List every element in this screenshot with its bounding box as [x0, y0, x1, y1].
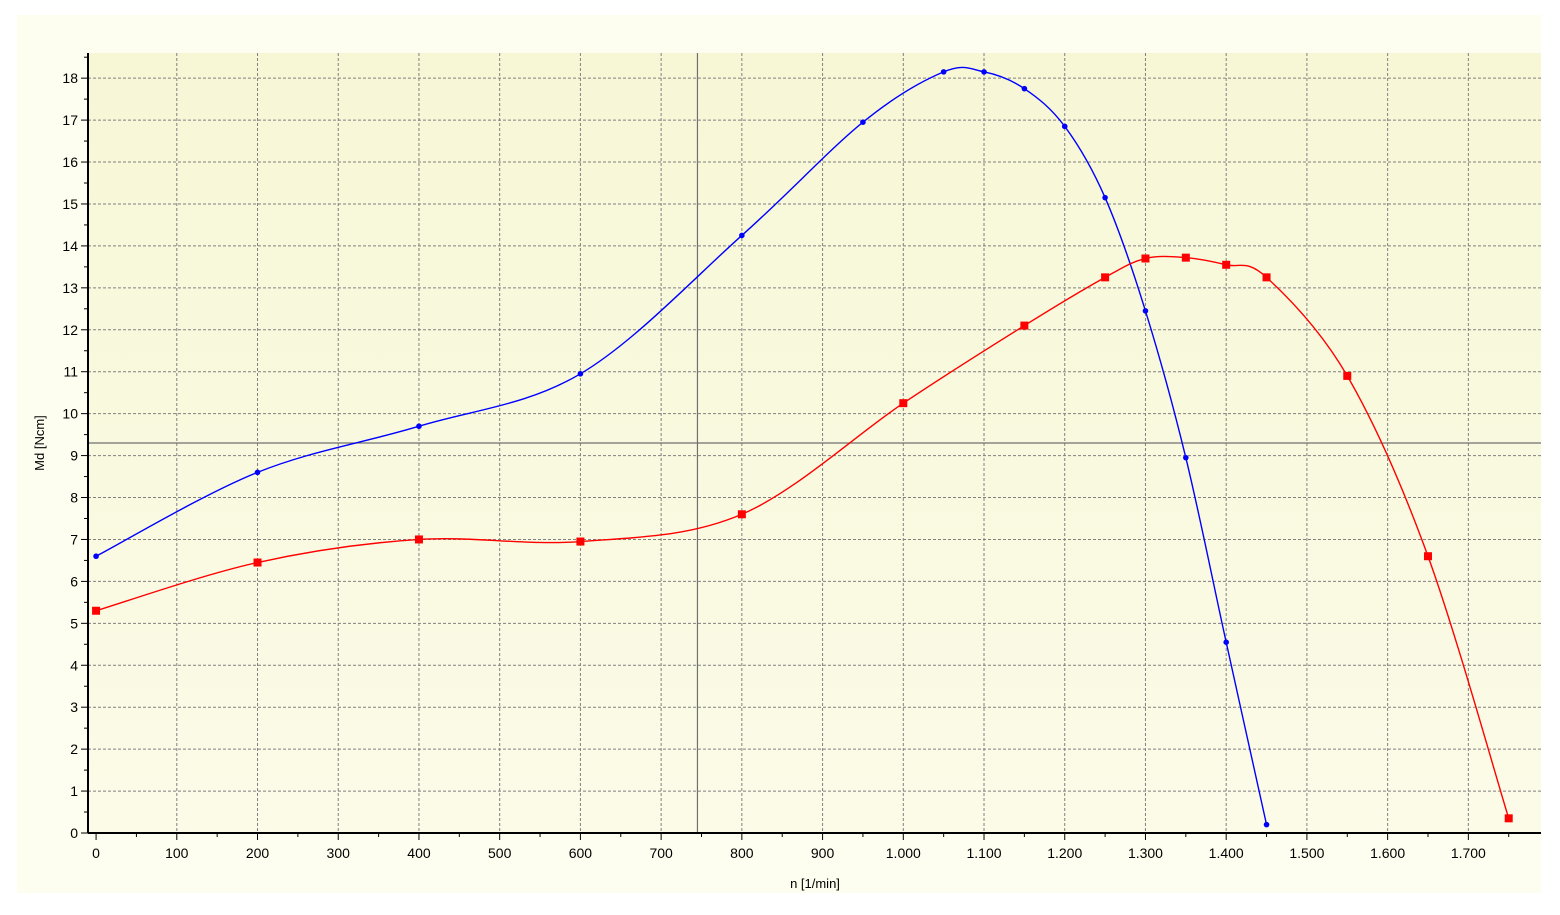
y-tick-label: 2	[70, 741, 78, 757]
y-tick-label: 1	[70, 783, 78, 799]
crosshair[interactable]	[88, 53, 1541, 833]
data-point	[1223, 639, 1229, 645]
x-tick-label: 300	[327, 845, 351, 861]
x-tick-label: 900	[811, 845, 835, 861]
y-tick-label: 16	[62, 154, 78, 170]
x-axis-ticks: 0 100 200 300 400 500 600 700 800 900 1.000 1.100 1.…	[92, 833, 1510, 861]
x-tick-label: 1.400	[1209, 845, 1244, 861]
data-point	[1101, 273, 1110, 282]
y-tick-label: 7	[70, 531, 78, 547]
y-tick-label: 10	[62, 406, 78, 422]
series-2	[92, 253, 1513, 823]
data-point	[1343, 371, 1352, 380]
y-tick-label: 15	[62, 196, 78, 212]
x-tick-label: 800	[730, 845, 754, 861]
data-point	[899, 399, 908, 408]
y-tick-label: 11	[63, 364, 78, 380]
y-tick-label: 17	[62, 112, 78, 128]
data-point	[1102, 194, 1108, 201]
data-point	[1020, 321, 1029, 330]
data-point	[1141, 254, 1150, 263]
y-tick-label: 8	[70, 490, 78, 506]
y-tick-label: 4	[70, 657, 78, 673]
data-point	[1504, 814, 1513, 823]
y-tick-label: 5	[70, 615, 78, 631]
data-point	[93, 553, 99, 560]
x-tick-label: 0	[92, 845, 100, 861]
data-point	[739, 232, 745, 239]
y-tick-label: 14	[62, 238, 78, 254]
x-tick-label: 1.000	[886, 845, 921, 861]
x-tick-label: 500	[488, 845, 512, 861]
y-tick-label: 13	[62, 280, 78, 296]
x-tick-label: 200	[246, 845, 270, 861]
x-tick-label: 1.300	[1128, 845, 1163, 861]
y-tick-label: 6	[70, 573, 78, 589]
data-point	[1263, 821, 1270, 828]
data-point	[940, 69, 947, 75]
x-tick-label: 1.200	[1047, 845, 1082, 861]
data-point	[1262, 273, 1271, 282]
data-point	[737, 510, 746, 519]
data-point	[254, 469, 261, 476]
series-1	[93, 66, 1270, 828]
x-axis-label: n [1/min]	[790, 876, 840, 891]
data-point	[92, 606, 101, 615]
x-tick-label: 1.700	[1451, 845, 1486, 861]
y-axis-label: Md [Ncm]	[32, 415, 47, 471]
data-point	[1021, 85, 1028, 92]
data-point	[1181, 253, 1190, 262]
data-point	[1222, 260, 1231, 269]
data-point	[414, 535, 423, 544]
x-tick-label: 100	[165, 845, 189, 861]
x-tick-label: 1.600	[1370, 845, 1405, 861]
data-point	[1142, 308, 1149, 314]
data-point	[1183, 454, 1189, 461]
x-tick-label: 700	[649, 845, 673, 861]
y-tick-label: 12	[62, 322, 78, 338]
data-point	[1061, 123, 1068, 130]
y-tick-label: 18	[62, 70, 78, 86]
data-point	[253, 558, 262, 567]
x-tick-label: 400	[407, 845, 431, 861]
x-tick-label: 600	[569, 845, 593, 861]
x-tick-label: 1.500	[1289, 845, 1324, 861]
y-tick-label: 0	[70, 825, 78, 841]
y-tick-label: 9	[70, 448, 78, 464]
y-tick-label: 3	[70, 699, 78, 715]
data-point	[981, 69, 987, 75]
data-point	[577, 371, 584, 377]
series-2-line	[95, 255, 1510, 819]
x-tick-label: 1.100	[966, 845, 1001, 861]
data-point	[416, 423, 422, 430]
data-point	[1423, 552, 1432, 561]
data-point	[860, 119, 866, 125]
series-layer	[92, 66, 1513, 828]
data-point	[576, 537, 585, 546]
